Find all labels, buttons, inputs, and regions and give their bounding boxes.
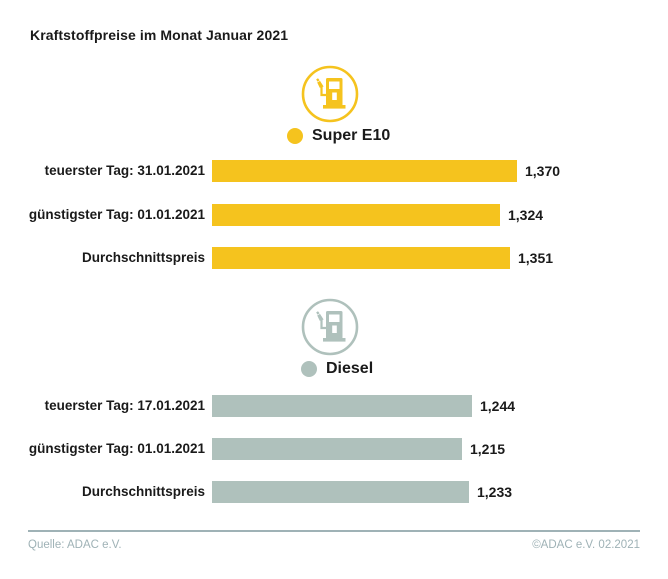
legend-dot-super-e10 bbox=[287, 128, 303, 144]
bar-diesel-teuerster bbox=[212, 395, 472, 417]
legend-dot-diesel bbox=[301, 361, 317, 377]
footer-copyright: ©ADAC e.V. 02.2021 bbox=[532, 539, 640, 551]
bar-super-durchschnitt bbox=[212, 247, 510, 269]
bar-label: Durchschnittspreis bbox=[81, 484, 205, 499]
bar-label: günstigster Tag: 01.01.2021 bbox=[28, 207, 205, 222]
legend-label-super-e10: Super E10 bbox=[312, 127, 391, 144]
bar-value-label: 1,351 bbox=[518, 250, 554, 266]
footer-source: Quelle: ADAC e.V. bbox=[28, 539, 122, 551]
bar-row-super-durchschnittspreis: Durchschnittspreis 1,351 bbox=[0, 247, 668, 269]
legend-label-diesel: Diesel bbox=[326, 360, 374, 377]
footer-divider bbox=[28, 530, 640, 532]
fuel-pump-icon bbox=[300, 297, 360, 357]
bar-label: teuerster Tag: 31.01.2021 bbox=[44, 163, 205, 178]
bar-value-label: 1,324 bbox=[508, 207, 544, 223]
bar-diesel-durchschnitt bbox=[212, 481, 469, 503]
bar-row-diesel-guenstigster-tag: günstigster Tag: 01.01.2021 1,215 bbox=[0, 438, 668, 460]
legend-super-e10: Super E10 bbox=[287, 127, 390, 145]
bar-label: Durchschnittspreis bbox=[81, 250, 205, 265]
fuel-pump-icon bbox=[300, 64, 360, 124]
bar-value-label: 1,244 bbox=[480, 398, 516, 414]
page-title: Kraftstoffpreise im Monat Januar 2021 bbox=[30, 27, 289, 43]
bar-row-super-guenstigster-tag: günstigster Tag: 01.01.2021 1,324 bbox=[0, 204, 668, 226]
bar-row-diesel-durchschnittspreis: Durchschnittspreis 1,233 bbox=[0, 481, 668, 503]
bar-value-label: 1,233 bbox=[477, 484, 513, 500]
bar-label: günstigster Tag: 01.01.2021 bbox=[28, 441, 205, 456]
legend-diesel: Diesel bbox=[301, 360, 373, 378]
bar-label: teuerster Tag: 17.01.2021 bbox=[44, 398, 205, 413]
bar-row-super-teuerster-tag: teuerster Tag: 31.01.2021 1,370 bbox=[0, 160, 668, 182]
bar-super-guenstigster bbox=[212, 204, 500, 226]
bar-super-teuerster bbox=[212, 160, 517, 182]
bar-diesel-guenstigster bbox=[212, 438, 462, 460]
bar-row-diesel-teuerster-tag: teuerster Tag: 17.01.2021 1,244 bbox=[0, 395, 668, 417]
bar-value-label: 1,370 bbox=[525, 163, 561, 179]
bar-value-label: 1,215 bbox=[470, 441, 506, 457]
